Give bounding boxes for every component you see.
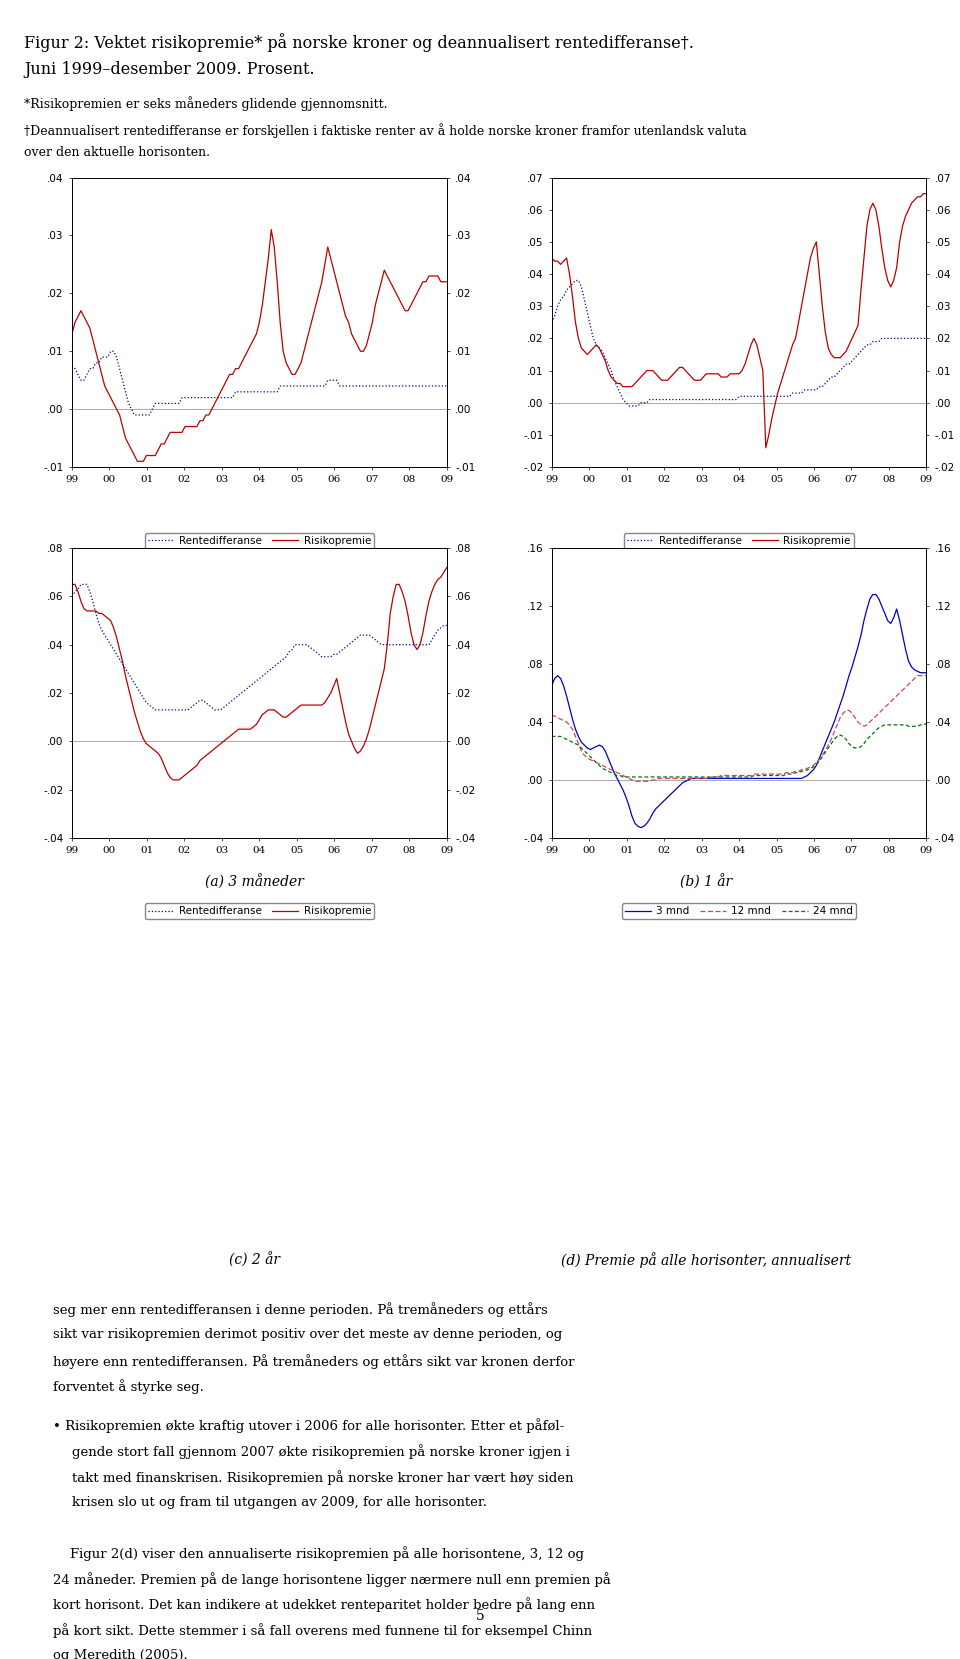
Text: (d) Premie på alle horisonter, annualisert: (d) Premie på alle horisonter, annualise… bbox=[561, 1253, 851, 1269]
Legend: Rentedifferanse, Risikopremie: Rentedifferanse, Risikopremie bbox=[145, 533, 374, 549]
Text: 24 måneder. Premien på de lange horisontene ligger nærmere null enn premien på: 24 måneder. Premien på de lange horisont… bbox=[53, 1573, 611, 1586]
Text: (b) 1 år: (b) 1 år bbox=[680, 874, 732, 889]
Legend: Rentedifferanse, Risikopremie: Rentedifferanse, Risikopremie bbox=[624, 533, 853, 549]
Text: Figur 2(d) viser den annualiserte risikopremien på alle horisontene, 3, 12 og: Figur 2(d) viser den annualiserte risiko… bbox=[53, 1546, 584, 1561]
Text: på kort sikt. Dette stemmer i så fall overens med funnene til for eksempel Chinn: på kort sikt. Dette stemmer i så fall ov… bbox=[53, 1623, 592, 1637]
Text: Juni 1999–desember 2009. Prosent.: Juni 1999–desember 2009. Prosent. bbox=[24, 61, 315, 78]
Text: • Risikopremien økte kraftig utover i 2006 for alle horisonter. Etter et påføl-: • Risikopremien økte kraftig utover i 20… bbox=[53, 1418, 564, 1433]
Text: krisen slo ut og fram til utgangen av 2009, for alle horisonter.: krisen slo ut og fram til utgangen av 20… bbox=[72, 1496, 487, 1508]
Text: †Deannualisert rentedifferanse er forskjellen i faktiske renter av å holde norsk: †Deannualisert rentedifferanse er forskj… bbox=[24, 123, 747, 138]
Text: kort horisont. Det kan indikere at udekket renteparitet holder bedre på lang enn: kort horisont. Det kan indikere at udekk… bbox=[53, 1598, 595, 1613]
Legend: 3 mnd, 12 mnd, 24 mnd: 3 mnd, 12 mnd, 24 mnd bbox=[622, 902, 856, 919]
Text: forventet å styrke seg.: forventet å styrke seg. bbox=[53, 1380, 204, 1394]
Text: seg mer enn rentedifferansen i denne perioden. På tremåneders og ettårs: seg mer enn rentedifferansen i denne per… bbox=[53, 1302, 547, 1317]
Text: høyere enn rentedifferansen. På tremåneders og ettårs sikt var kronen derfor: høyere enn rentedifferansen. På tremåned… bbox=[53, 1354, 574, 1369]
Text: *Risikopremien er seks måneders glidende gjennomsnitt.: *Risikopremien er seks måneders glidende… bbox=[24, 96, 388, 111]
Text: Figur 2: Vektet risikopremie* på norske kroner og deannualisert rentedifferanse†: Figur 2: Vektet risikopremie* på norske … bbox=[24, 33, 694, 51]
Legend: Rentedifferanse, Risikopremie: Rentedifferanse, Risikopremie bbox=[145, 902, 374, 919]
Text: (a) 3 måneder: (a) 3 måneder bbox=[205, 874, 303, 889]
Text: sikt var risikopremien derimot positiv over det meste av denne perioden, og: sikt var risikopremien derimot positiv o… bbox=[53, 1327, 562, 1340]
Text: takt med finanskrisen. Risikopremien på norske kroner har vært høy siden: takt med finanskrisen. Risikopremien på … bbox=[72, 1470, 573, 1485]
Text: og Meredith (2005).: og Meredith (2005). bbox=[53, 1649, 187, 1659]
Text: over den aktuelle horisonten.: over den aktuelle horisonten. bbox=[24, 146, 210, 159]
Text: gende stort fall gjennom 2007 økte risikopremien på norske kroner igjen i: gende stort fall gjennom 2007 økte risik… bbox=[72, 1443, 570, 1458]
Text: (c) 2 år: (c) 2 år bbox=[228, 1253, 280, 1267]
Text: 5: 5 bbox=[475, 1609, 485, 1623]
